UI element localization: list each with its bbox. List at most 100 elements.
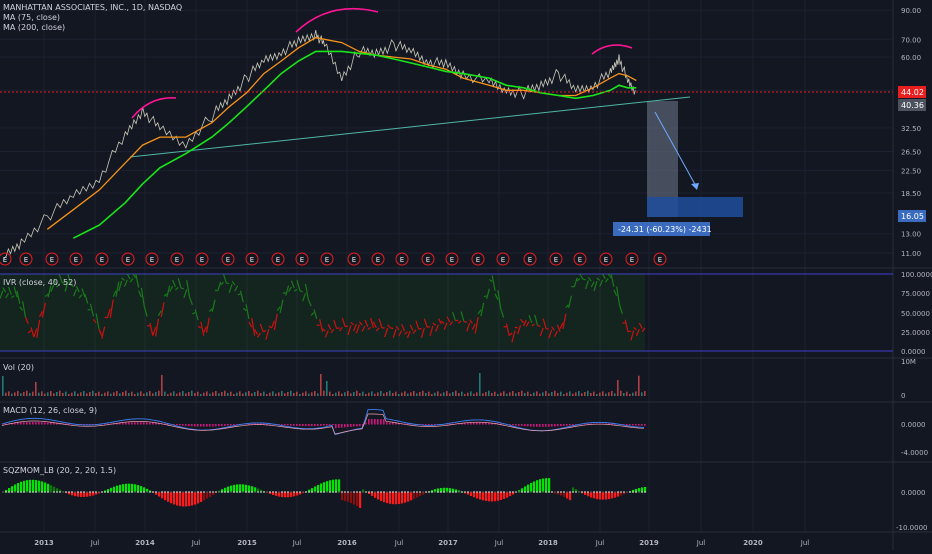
volume-bar	[368, 393, 370, 396]
volume-bar	[350, 393, 352, 396]
macd-hist-bar	[290, 424, 292, 426]
volume-bar	[506, 394, 508, 396]
volume-bar	[2, 376, 4, 396]
volume-bar	[392, 393, 394, 396]
macd-hist-bar	[308, 424, 310, 426]
volume-bar	[494, 392, 496, 396]
sqz-dot	[350, 491, 352, 493]
volume-bar	[464, 394, 466, 396]
volume-bar	[353, 392, 355, 396]
macd-hist-bar	[515, 424, 517, 425]
macd-hist-bar	[527, 424, 529, 426]
ivr-segment	[628, 331, 631, 332]
time-tick: 2018	[538, 539, 558, 547]
macd-hist-bar	[548, 424, 550, 427]
volume-bar	[641, 392, 643, 396]
volume-bar	[80, 392, 82, 396]
sqz-dot	[32, 491, 34, 493]
macd-hist-bar	[329, 424, 331, 425]
macd-hist-bar	[638, 424, 640, 426]
sqz-dot	[530, 491, 532, 493]
sqz-dot	[569, 491, 571, 493]
macd-hist-bar	[320, 424, 322, 426]
sqz-dot	[521, 491, 523, 493]
sqz-bar	[338, 479, 340, 492]
volume-bar	[197, 392, 199, 396]
volume-bar	[500, 393, 502, 396]
volume-bar	[374, 394, 376, 396]
sqz-dot	[26, 491, 28, 493]
sqz-dot	[434, 491, 436, 493]
sqz-dot	[302, 491, 304, 493]
macd-legend[interactable]: MACD (12, 26, close, 9)	[3, 406, 97, 416]
volume-bar	[278, 392, 280, 396]
price-tick: 90.00	[901, 7, 921, 15]
sqz-bar	[482, 492, 484, 500]
sqz-dot	[419, 491, 421, 493]
sqz-bar	[413, 492, 415, 499]
sqz-dot	[464, 491, 466, 493]
macd-hist-bar	[140, 422, 142, 424]
ma200-legend[interactable]: MA (200, close)	[3, 23, 65, 33]
sqz-dot	[566, 491, 568, 493]
sqz-dot	[17, 491, 19, 493]
macd-hist-bar	[350, 424, 352, 427]
macd-hist-bar	[380, 419, 382, 424]
ma75-legend[interactable]: MA (75, close)	[3, 13, 60, 23]
volume-bar	[497, 394, 499, 396]
measure-target-box	[647, 197, 743, 217]
sqz-dot	[251, 491, 253, 493]
volume-bar	[185, 393, 187, 396]
macd-hist-bar	[131, 422, 133, 424]
ivr-legend[interactable]: IVR (close, 40, 52)	[3, 278, 76, 288]
sqz-bar	[479, 492, 481, 499]
volume-bar	[371, 391, 373, 396]
sqz-dot	[344, 491, 346, 493]
macd-hist-bar	[371, 419, 373, 425]
sqz-dot	[2, 491, 4, 493]
sqz-bar	[545, 478, 547, 492]
sqz-dot	[548, 491, 550, 493]
macd-hist-bar	[425, 424, 427, 425]
sqz-bar	[23, 481, 25, 493]
volume-bar	[161, 375, 163, 396]
vol-legend[interactable]: Vol (20)	[3, 363, 34, 373]
volume-bar	[95, 393, 97, 396]
ivr-tick: 75.0000	[901, 290, 930, 298]
macd-hist-bar	[248, 424, 250, 425]
sqz-legend[interactable]: SQZMOM_LB (20, 2, 20, 1.5)	[3, 466, 116, 476]
sqz-bar	[566, 492, 568, 498]
sqz-dot	[404, 491, 406, 493]
sqz-dot	[59, 491, 61, 493]
volume-bar	[473, 394, 475, 396]
volume-bar	[314, 391, 316, 396]
sqz-dot	[104, 491, 106, 493]
macd-hist-bar	[47, 422, 49, 424]
macd-hist-bar	[344, 424, 346, 427]
sqz-dot	[5, 491, 7, 493]
volume-bar	[143, 394, 145, 396]
volume-bar	[269, 393, 271, 396]
macd-hist-bar	[332, 424, 334, 425]
macd-hist-bar	[68, 424, 70, 425]
macd-hist-bar	[542, 424, 544, 427]
sqz-tick: -10.0000	[896, 524, 927, 532]
macd-hist-bar	[299, 424, 301, 426]
sqz-dot	[431, 491, 433, 493]
macd-hist-bar	[194, 424, 196, 426]
sqz-bar	[383, 492, 385, 502]
volume-bar	[227, 393, 229, 396]
volume-bar	[293, 393, 295, 396]
sqz-dot	[110, 491, 112, 493]
sqz-bar	[38, 481, 40, 493]
earnings-marker-label: E	[200, 256, 204, 264]
volume-bar	[26, 391, 28, 396]
volume-bar	[65, 392, 67, 396]
sqz-bar	[335, 479, 337, 492]
sqz-dot	[632, 491, 634, 493]
sqz-dot	[635, 491, 637, 493]
sqz-bar	[377, 492, 379, 499]
earnings-marker-label: E	[100, 256, 104, 264]
